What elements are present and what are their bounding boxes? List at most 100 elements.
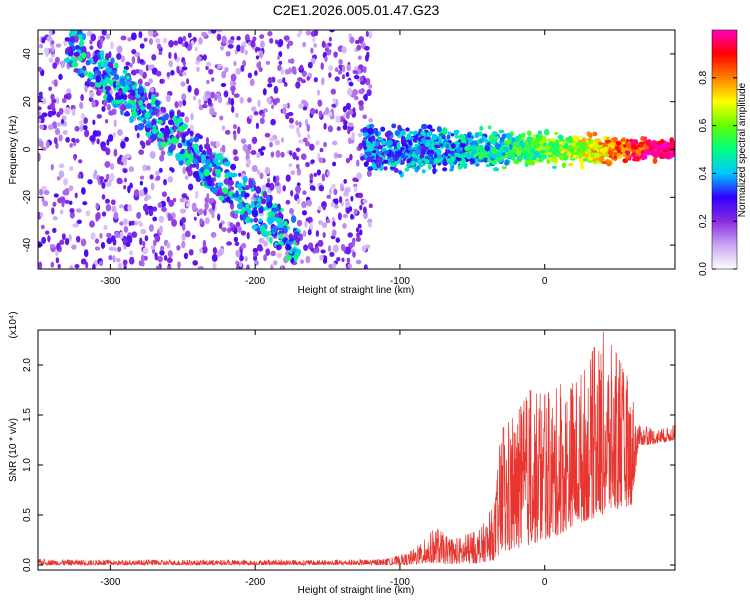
spectral-cell: [217, 96, 223, 104]
spectral-cell: [69, 166, 74, 172]
spectral-cell: [178, 125, 186, 133]
spectral-cell: [271, 104, 275, 109]
spectral-cell: [390, 154, 397, 158]
spectral-cell: [362, 66, 367, 74]
spectral-cell: [131, 220, 135, 226]
spectral-cell: [198, 37, 203, 45]
spectral-cell: [538, 140, 544, 145]
spectral-cell: [270, 226, 278, 233]
spectral-cell: [136, 211, 142, 219]
spectral-cell: [291, 66, 297, 75]
spectral-cell: [114, 231, 121, 239]
spectral-cell: [95, 75, 101, 83]
spectral-cell: [157, 119, 163, 125]
spectral-cell: [249, 78, 255, 87]
spectral-cell: [286, 43, 290, 50]
spectral-cell: [101, 30, 107, 36]
spectral-cell: [340, 243, 346, 252]
spectral-cell: [432, 167, 437, 175]
spectral-cell: [120, 35, 127, 41]
spectral-cell: [150, 245, 156, 250]
spectral-cell: [184, 116, 190, 123]
spectral-cell: [365, 30, 369, 37]
spectral-cell: [78, 159, 83, 164]
spectral-cell: [260, 40, 265, 49]
spectral-cell: [40, 212, 44, 218]
spectral-cell: [168, 39, 174, 48]
spectral-cell: [280, 151, 285, 158]
spectral-cell: [119, 221, 124, 226]
spectral-cell: [614, 145, 620, 151]
spectral-cell: [554, 147, 560, 154]
spectral-cell: [318, 110, 323, 118]
spectral-cell: [140, 105, 146, 112]
spectral-cell: [277, 38, 284, 47]
spectral-cell: [370, 135, 376, 143]
spectral-cell: [73, 51, 80, 57]
spectral-cell: [501, 166, 507, 170]
spectral-cell: [345, 157, 350, 164]
spectral-cell: [361, 140, 367, 147]
spectral-cell: [394, 129, 401, 137]
spectral-cell: [310, 159, 315, 164]
spectral-cell: [258, 66, 263, 73]
spectral-cell: [237, 225, 242, 233]
spectral-cell: [332, 244, 339, 253]
spectral-cell: [438, 133, 445, 137]
spectral-cell: [51, 207, 55, 215]
spectral-cell: [454, 152, 460, 157]
spectral-cell: [560, 150, 565, 154]
spectral-cell: [645, 151, 652, 156]
spectral-cell: [250, 200, 256, 209]
spectral-cell: [305, 30, 312, 36]
spectral-cell: [318, 184, 325, 192]
spectral-cell: [346, 111, 350, 120]
spectral-cell: [642, 154, 648, 160]
spectral-cell: [149, 151, 156, 159]
spectral-cell: [167, 265, 172, 269]
spectral-cell: [431, 134, 438, 141]
spectral-cell: [670, 150, 675, 157]
spectral-cell: [297, 132, 302, 138]
spectral-cell: [191, 202, 197, 211]
spectral-cell: [564, 155, 569, 160]
spectral-cell: [371, 164, 377, 168]
spectral-cell: [251, 209, 259, 218]
spectral-cell: [223, 161, 229, 167]
spectral-cell: [101, 194, 106, 200]
spectral-cell: [484, 144, 491, 152]
spectral-cell: [178, 100, 183, 108]
spectral-cell: [134, 124, 139, 132]
spectral-cell: [354, 39, 360, 45]
spectral-cell: [181, 240, 186, 249]
spectral-cell: [151, 54, 157, 61]
spectral-cell: [345, 102, 351, 110]
spectral-cell: [258, 218, 263, 223]
spectral-cell: [179, 208, 184, 214]
spectral-cell: [568, 162, 574, 167]
spectral-cell: [105, 204, 112, 212]
spectral-cell: [53, 193, 59, 198]
spectral-cell: [397, 150, 403, 156]
spectral-cell: [88, 71, 92, 79]
spectral-cell: [82, 201, 88, 206]
spectral-cell: [113, 148, 118, 157]
spectral-cell: [166, 71, 171, 78]
spectral-cell: [120, 55, 126, 63]
y-tick-label: 1.0: [22, 458, 33, 472]
spectral-cell: [246, 232, 250, 240]
spectral-cell: [631, 149, 636, 153]
spectral-cell: [293, 232, 299, 241]
spectral-cell: [343, 179, 348, 184]
snr-series-line: [37, 331, 676, 567]
spectral-cell: [260, 146, 266, 151]
spectral-cell: [434, 144, 440, 149]
spectral-cell: [231, 87, 235, 96]
spectral-cell: [51, 44, 55, 53]
spectral-cell: [631, 153, 637, 158]
spectral-cell: [117, 246, 122, 253]
spectral-cell: [238, 172, 242, 177]
spectral-cell: [277, 78, 283, 84]
spectral-cell: [300, 153, 307, 161]
